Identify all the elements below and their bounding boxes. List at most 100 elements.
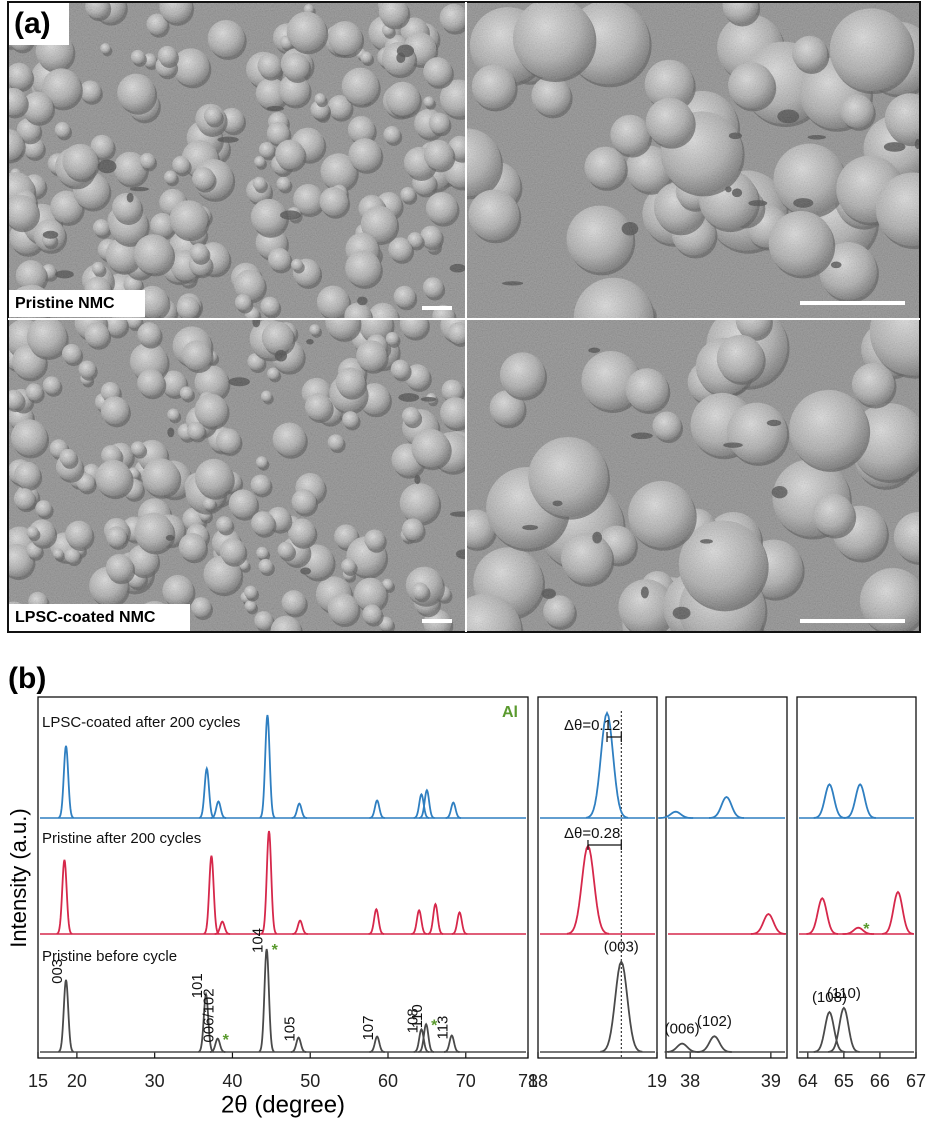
peak-label: (108) <box>812 989 847 1006</box>
sem-image <box>467 2 920 318</box>
peak <box>828 1006 860 1053</box>
series-label: Pristine after 200 cycles <box>42 830 201 847</box>
sem-image <box>8 320 465 632</box>
peak <box>813 783 846 819</box>
x-tick-label: 78 <box>518 1071 538 1091</box>
x-tick-label: 39 <box>761 1071 781 1091</box>
image-divider <box>465 2 467 632</box>
peak-label: 101 <box>189 973 206 998</box>
xrd-plots: 15 20 30 40 50 60 70 78 Al LPSC-coated after 200 … <box>28 696 926 1091</box>
shift-bracket <box>606 732 622 742</box>
sem-grain <box>8 2 465 318</box>
xrd-panel: 18 19 (003) Δθ=0.12 Δθ=0.28 <box>528 696 667 1091</box>
peak-label: (102) <box>697 1013 732 1030</box>
peak <box>259 714 276 819</box>
peak <box>292 919 308 935</box>
peak <box>842 926 875 935</box>
peak-label: 105 <box>282 1017 299 1042</box>
shift-label: Δθ=0.28 <box>564 825 620 842</box>
peak-label: 003 <box>49 959 66 984</box>
impurity-mark: * <box>272 942 279 959</box>
image-divider <box>8 318 920 320</box>
caption-box <box>9 604 190 631</box>
peak-label: 107 <box>360 1016 377 1041</box>
panel-label: (b) <box>8 662 46 695</box>
x-tick-label: 30 <box>145 1071 165 1091</box>
peak-label: 108 <box>404 1008 421 1033</box>
x-tick-label: 66 <box>870 1071 890 1091</box>
peak-label: 110 <box>409 1004 426 1028</box>
plot-frame <box>665 696 788 1059</box>
impurity-mark: * <box>431 1017 438 1034</box>
y-axis-label: Intensity (a.u.) <box>6 808 31 947</box>
peak <box>290 1036 307 1053</box>
x-tick-label: 60 <box>378 1071 398 1091</box>
sem-grain <box>467 2 920 318</box>
peak <box>57 979 75 1053</box>
peak <box>813 1010 846 1053</box>
x-tick-label: 50 <box>300 1071 320 1091</box>
plot-frame <box>537 696 658 1059</box>
peak <box>750 913 786 935</box>
peak <box>806 897 839 935</box>
peak <box>664 1042 700 1053</box>
peak <box>418 1022 434 1053</box>
peak <box>369 799 385 819</box>
shift-bracket <box>587 840 622 850</box>
x-tick-label: 70 <box>456 1071 476 1091</box>
plot-frame <box>796 696 917 1059</box>
peak <box>209 1037 226 1053</box>
peak-label: (110) <box>827 985 861 1002</box>
peak <box>413 1027 430 1053</box>
x-tick-label: 40 <box>222 1071 242 1091</box>
peak <box>419 788 435 819</box>
peak-label: (003) <box>604 939 639 956</box>
plot-frame <box>37 696 529 1059</box>
sem-grain <box>467 320 920 632</box>
peak <box>260 830 278 935</box>
image-caption: LPSC-coated NMC <box>15 609 156 626</box>
x-tick-label: 15 <box>28 1071 48 1091</box>
image-caption: Pristine NMC <box>15 295 115 312</box>
peak <box>696 1035 732 1053</box>
peak <box>198 991 214 1053</box>
peak-label: (006) <box>665 1021 700 1038</box>
peak <box>210 800 227 819</box>
peak <box>427 902 444 935</box>
peak <box>585 710 629 819</box>
impurity-mark: * <box>223 1032 230 1049</box>
xrd-panel: 38 39 (006)(102) <box>658 696 788 1091</box>
peak <box>203 855 220 935</box>
x-axis-label: 2θ (degree) <box>221 1091 345 1118</box>
sem-image <box>467 320 920 632</box>
peak <box>600 959 643 1053</box>
peak <box>708 795 745 819</box>
peak <box>844 783 876 819</box>
peak <box>444 1034 460 1053</box>
x-tick-label: 19 <box>647 1071 667 1091</box>
peak <box>882 890 914 935</box>
x-tick-label: 64 <box>798 1071 818 1091</box>
xrd-panel: 15 20 30 40 50 60 70 78 Al LPSC-coated after 200 … <box>28 696 538 1091</box>
sem-image <box>8 2 465 318</box>
series-label: Pristine before cycle <box>42 948 177 965</box>
peak <box>658 810 694 819</box>
peak-label: 113 <box>435 1016 452 1040</box>
peak-label: 104 <box>250 928 267 953</box>
peak-label: 006/102 <box>201 988 218 1042</box>
peak <box>368 907 385 935</box>
peak <box>413 792 430 819</box>
image-frame <box>7 1 921 633</box>
peak <box>198 765 215 819</box>
peak <box>258 948 275 1053</box>
impurity-mark: * <box>863 921 870 938</box>
peak <box>56 859 73 935</box>
xrd-panel: 64 65 66 67 * (108)(110) <box>796 696 926 1091</box>
peak <box>291 802 308 819</box>
x-tick-label: 65 <box>834 1071 854 1091</box>
peak <box>411 908 427 935</box>
sem-grain <box>8 320 465 632</box>
panel-label: (a) <box>14 7 51 40</box>
caption-box <box>9 290 145 317</box>
